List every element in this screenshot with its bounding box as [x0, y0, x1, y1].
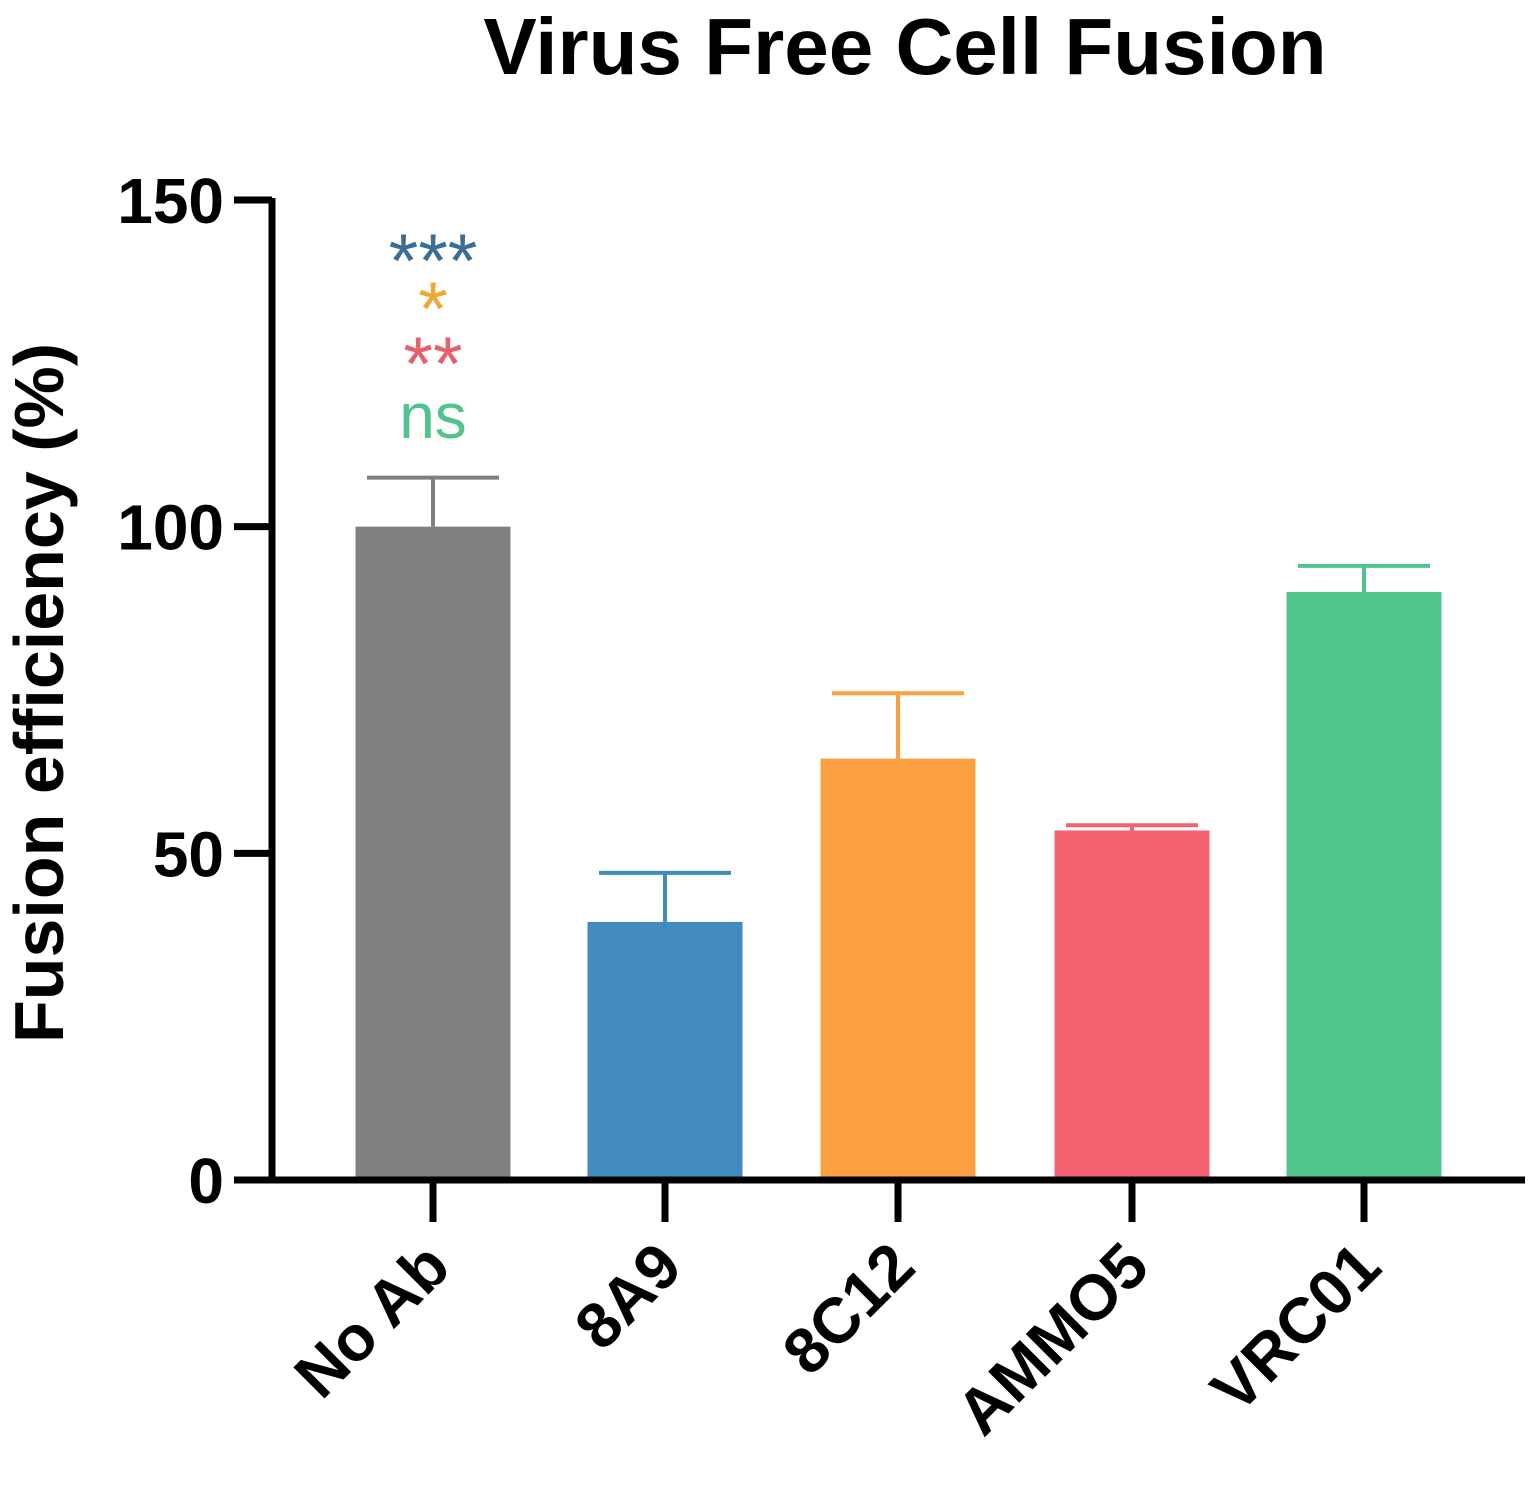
bar-8c12 — [820, 758, 976, 1180]
significance-label: *** — [389, 219, 478, 304]
x-tick-label: 8A9 — [561, 1229, 695, 1363]
x-tick-label: AMMO5 — [943, 1229, 1162, 1448]
bar-8a9 — [587, 921, 743, 1180]
x-tick-label: No Ab — [280, 1229, 462, 1411]
significance-label: ** — [403, 322, 462, 407]
significance-label: * — [418, 267, 448, 352]
y-tick-label: 50 — [153, 818, 224, 890]
x-tick-label: VRC01 — [1197, 1229, 1394, 1426]
bar-vrc01 — [1286, 592, 1442, 1180]
significance-label: ns — [399, 380, 467, 452]
y-tick-label: 0 — [188, 1145, 224, 1217]
y-axis-label: Fusion efficiency (%) — [0, 343, 78, 1043]
bar-no-ab — [355, 526, 511, 1180]
y-tick-label: 150 — [117, 165, 224, 237]
y-tick-label: 100 — [117, 492, 224, 564]
chart-title: Virus Free Cell Fusion — [483, 2, 1326, 91]
bar-ammo5 — [1054, 830, 1210, 1180]
x-tick-label: 8C12 — [769, 1229, 928, 1388]
